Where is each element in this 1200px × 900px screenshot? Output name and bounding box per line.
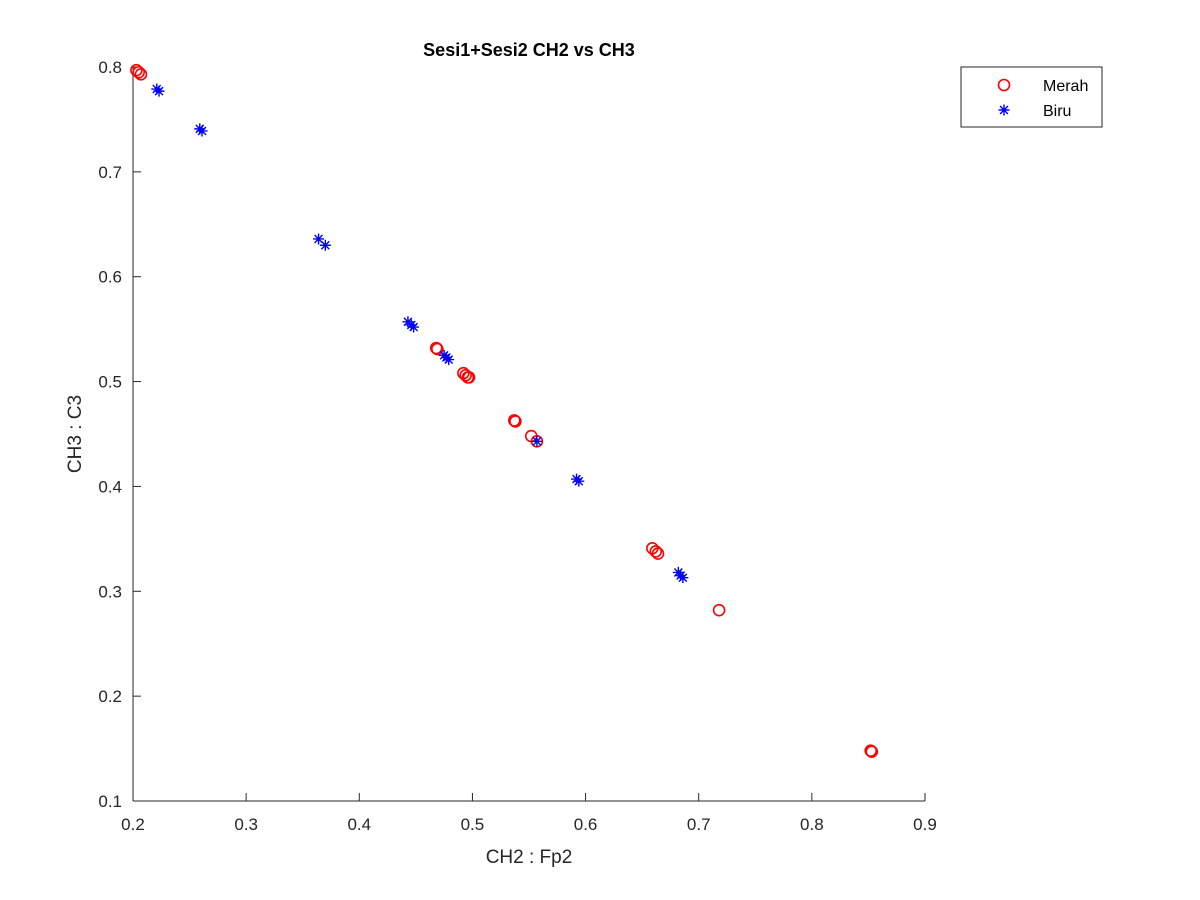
x-tick-label: 0.9 bbox=[913, 815, 937, 834]
x-tick-label: 0.3 bbox=[234, 815, 258, 834]
data-point-star bbox=[531, 435, 543, 447]
data-point-star bbox=[313, 233, 325, 245]
data-point-circle bbox=[431, 342, 444, 356]
data-point-circle bbox=[134, 68, 148, 81]
legend: Merah Biru bbox=[960, 66, 1103, 128]
plot-area bbox=[133, 67, 925, 801]
series-biru bbox=[151, 83, 689, 584]
x-tick-label: 0.4 bbox=[347, 815, 371, 834]
legend-label-merah: Merah bbox=[1043, 78, 1088, 95]
axes: 0.2 0.3 0.4 0.5 0.6 0.7 0.8 0.9 0.1 0.2 0.3 0.4 0.5 0… bbox=[98, 58, 936, 834]
legend-label-biru: Biru bbox=[1043, 103, 1071, 120]
data-point-circle bbox=[429, 341, 443, 355]
y-tick-label: 0.7 bbox=[98, 163, 122, 182]
chart-title: Sesi1+Sesi2 CH2 vs CH3 bbox=[423, 40, 635, 60]
x-axis-label: CH2 : Fp2 bbox=[486, 847, 573, 868]
y-axis-label: CH3 : C3 bbox=[65, 395, 86, 473]
data-point-star bbox=[677, 572, 689, 584]
data-point-circle bbox=[712, 603, 726, 617]
x-tick-label: 0.5 bbox=[461, 815, 485, 834]
y-tick-label: 0.3 bbox=[98, 582, 122, 601]
data-point-circle bbox=[864, 744, 877, 757]
data-marks bbox=[130, 63, 879, 759]
data-point-star bbox=[153, 85, 165, 97]
data-point-star bbox=[573, 475, 585, 487]
data-point-circle bbox=[649, 545, 663, 558]
data-point-circle bbox=[507, 414, 521, 427]
data-point-star bbox=[196, 125, 208, 137]
y-tick-label: 0.4 bbox=[98, 477, 122, 496]
data-point-star bbox=[319, 239, 331, 251]
x-tick-label: 0.2 bbox=[121, 815, 145, 834]
data-point-star bbox=[443, 354, 455, 366]
data-point-circle bbox=[130, 63, 143, 77]
legend-marker-biru bbox=[998, 104, 1010, 116]
data-point-circle bbox=[865, 745, 879, 759]
y-tick-label: 0.8 bbox=[98, 58, 122, 77]
x-tick-label: 0.8 bbox=[800, 815, 824, 834]
legend-box bbox=[960, 66, 1103, 128]
y-tick-label: 0.5 bbox=[98, 373, 122, 392]
x-tick-label: 0.6 bbox=[574, 815, 598, 834]
y-tick-label: 0.6 bbox=[98, 268, 122, 287]
y-tick-label: 0.2 bbox=[98, 687, 122, 706]
data-point-circle bbox=[462, 371, 476, 384]
data-point-star bbox=[408, 321, 420, 333]
data-point-circle bbox=[509, 415, 522, 428]
data-point-circle bbox=[651, 547, 665, 560]
legend-marker-merah bbox=[997, 78, 1011, 92]
x-tick-label: 0.7 bbox=[687, 815, 711, 834]
data-point-circle bbox=[132, 65, 145, 79]
y-tick-label: 0.1 bbox=[98, 792, 122, 811]
